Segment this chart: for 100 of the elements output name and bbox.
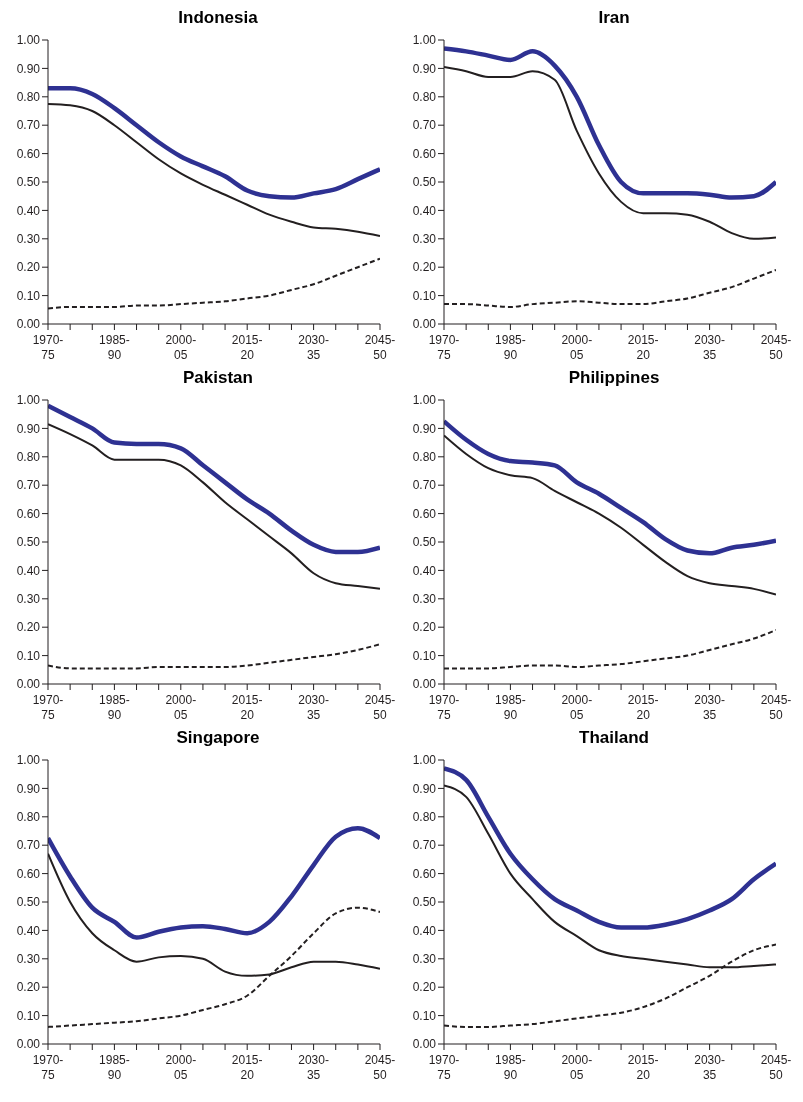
y-tick-label: 0.90	[412, 421, 437, 436]
y-tick-label: 0.20	[16, 980, 41, 995]
x-tick-label: 1970-75	[32, 1053, 64, 1082]
y-tick-label: 0.00	[412, 1037, 437, 1052]
x-tick-label: 2045-50	[364, 693, 396, 722]
line-series	[444, 46, 776, 200]
y-tick-label: 0.80	[412, 810, 437, 825]
x-tick-label: 2045-50	[760, 693, 792, 722]
y-tick-label: 0.30	[412, 952, 437, 967]
chart-title: Indonesia	[177, 8, 259, 29]
y-tick-label: 0.60	[412, 146, 437, 161]
x-tick-label: 1985-90	[495, 693, 526, 722]
x-tick-label: 2015-20	[231, 693, 263, 722]
x-tick-label: 2030-35	[694, 1053, 725, 1082]
y-tick-label: 0.90	[16, 61, 41, 76]
y-tick-label: 0.70	[16, 118, 41, 133]
chart-title: Singapore	[175, 728, 261, 749]
y-tick-label: 0.00	[16, 317, 41, 332]
y-tick-label: 0.50	[412, 535, 437, 550]
x-tick-label: 2000-05	[165, 333, 197, 362]
y-tick-label: 0.20	[16, 260, 41, 275]
y-tick-label: 1.00	[16, 753, 41, 768]
x-tick-label: 1970-75	[428, 1053, 460, 1082]
y-tick-label: 0.30	[16, 952, 41, 967]
y-tick-label: 1.00	[16, 33, 41, 48]
x-tick-label: 2045-50	[760, 333, 792, 362]
chart-title: Thailand	[578, 728, 650, 749]
x-tick-label: 2045-50	[364, 333, 396, 362]
y-tick-label: 0.80	[412, 450, 437, 465]
y-tick-label: 0.50	[412, 175, 437, 190]
y-tick-label: 0.00	[16, 677, 41, 692]
y-tick-label: 0.80	[16, 810, 41, 825]
y-tick-label: 0.60	[16, 506, 41, 521]
x-tick-label: 1970-75	[428, 333, 460, 362]
chart-title: Philippines	[567, 368, 661, 389]
chart-title: Iran	[597, 8, 631, 29]
y-tick-label: 0.60	[412, 866, 437, 881]
x-tick-label: 2000-05	[561, 333, 593, 362]
y-tick-label: 0.40	[412, 923, 437, 938]
x-tick-label: 1970-75	[32, 333, 64, 362]
y-tick-label: 0.00	[412, 317, 437, 332]
x-tick-label: 2030-35	[694, 333, 725, 362]
y-tick-label: 0.10	[16, 1008, 41, 1023]
x-tick-label: 2045-50	[760, 1053, 792, 1082]
y-tick-label: 1.00	[16, 393, 41, 408]
x-tick-label: 2030-35	[298, 333, 329, 362]
y-tick-label: 0.90	[412, 781, 437, 796]
line-series	[444, 766, 776, 930]
x-tick-label: 1985-90	[495, 333, 526, 362]
y-tick-label: 0.20	[412, 260, 437, 275]
x-tick-label: 1985-90	[495, 1053, 526, 1082]
x-tick-label: 1985-90	[99, 1053, 130, 1082]
y-tick-label: 0.10	[16, 648, 41, 663]
y-tick-label: 0.50	[412, 895, 437, 910]
y-tick-label: 0.50	[16, 535, 41, 550]
y-tick-label: 0.90	[16, 781, 41, 796]
y-tick-label: 0.10	[412, 288, 437, 303]
y-tick-label: 0.80	[16, 450, 41, 465]
y-tick-label: 0.50	[16, 895, 41, 910]
x-tick-label: 2030-35	[694, 693, 725, 722]
y-tick-label: 0.70	[412, 118, 437, 133]
line-series	[48, 86, 380, 200]
y-tick-label: 0.40	[412, 563, 437, 578]
y-tick-label: 0.70	[16, 478, 41, 493]
x-tick-label: 2015-20	[231, 333, 263, 362]
y-tick-label: 0.70	[16, 838, 41, 853]
y-tick-label: 0.20	[412, 620, 437, 635]
y-tick-label: 0.30	[412, 232, 437, 247]
x-tick-label: 2000-05	[165, 693, 197, 722]
x-tick-label: 1970-75	[32, 693, 64, 722]
y-tick-label: 0.90	[412, 61, 437, 76]
y-tick-label: 0.40	[16, 203, 41, 218]
x-tick-label: 2015-20	[231, 1053, 263, 1082]
x-tick-label: 2030-35	[298, 1053, 329, 1082]
y-tick-label: 0.30	[412, 592, 437, 607]
x-tick-label: 2000-05	[561, 693, 593, 722]
y-tick-label: 0.30	[16, 232, 41, 247]
y-tick-label: 0.00	[16, 1037, 41, 1052]
x-tick-label: 2000-05	[165, 1053, 197, 1082]
y-tick-label: 0.20	[412, 980, 437, 995]
y-tick-label: 0.60	[16, 866, 41, 881]
y-tick-label: 1.00	[412, 753, 437, 768]
x-tick-label: 2030-35	[298, 693, 329, 722]
y-tick-label: 1.00	[412, 393, 437, 408]
x-tick-label: 1985-90	[99, 693, 130, 722]
y-tick-label: 0.10	[16, 288, 41, 303]
chart-title: Pakistan	[182, 368, 254, 389]
y-tick-label: 0.10	[412, 1008, 437, 1023]
y-tick-label: 0.20	[16, 620, 41, 635]
x-tick-label: 1985-90	[99, 333, 130, 362]
y-tick-label: 0.70	[412, 478, 437, 493]
line-series	[48, 403, 380, 555]
y-tick-label: 0.70	[412, 838, 437, 853]
y-tick-label: 0.90	[16, 421, 41, 436]
y-tick-label: 0.40	[16, 563, 41, 578]
y-tick-label: 0.60	[412, 506, 437, 521]
y-tick-label: 0.60	[16, 146, 41, 161]
x-tick-label: 2015-20	[627, 1053, 659, 1082]
y-tick-label: 0.80	[16, 90, 41, 105]
x-tick-label: 2015-20	[627, 693, 659, 722]
